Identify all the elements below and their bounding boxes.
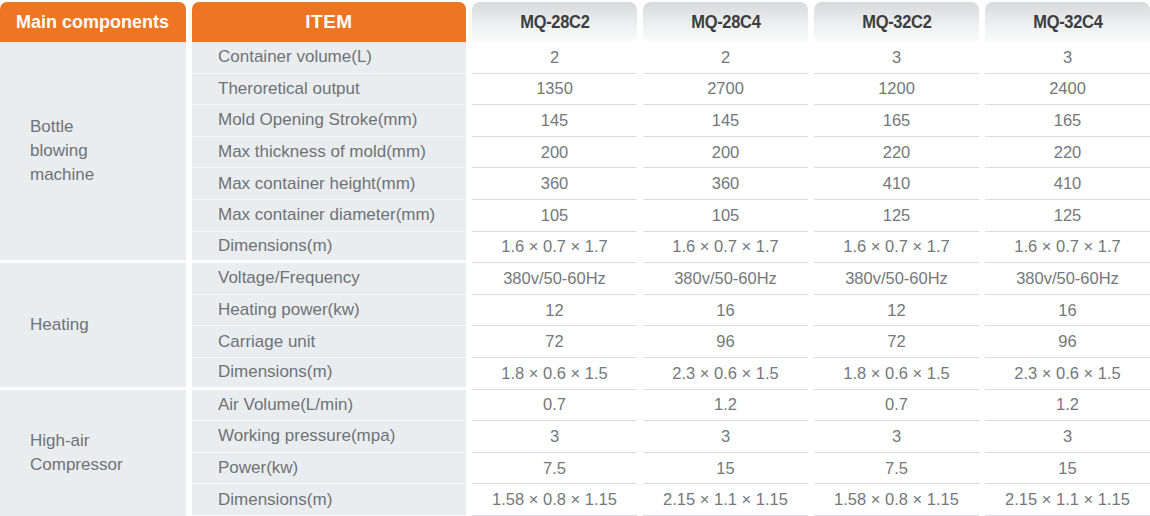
item-cell: Air Volume(L/min)	[192, 390, 466, 422]
item-cell: Dimensions(m)	[192, 358, 466, 390]
value-cell: 1.6 × 0.7 × 1.7	[985, 232, 1150, 264]
value-cell: 1.2	[643, 390, 808, 422]
value-cell: 1.6 × 0.7 × 1.7	[472, 232, 637, 264]
value-cell: 220	[814, 137, 979, 169]
value-cell: 12	[472, 295, 637, 327]
value-cell: 96	[643, 326, 808, 358]
model-header-label: MQ-32C4	[1033, 12, 1102, 33]
item-cell: Heating power(kw)	[192, 295, 466, 327]
group-label: Heating	[30, 313, 89, 337]
item-cell: Theroretical output	[192, 74, 466, 106]
value-cell: 3	[985, 42, 1150, 74]
value-cell: 220	[985, 137, 1150, 169]
value-cell: 12	[814, 295, 979, 327]
value-cell: 15	[985, 453, 1150, 485]
value-cell: 2	[643, 42, 808, 74]
model-header-label: MQ-32C2	[862, 12, 931, 33]
value-cell: 410	[814, 168, 979, 200]
value-cell: 2400	[985, 74, 1150, 106]
item-cell: Mold Opening Stroke(mm)	[192, 105, 466, 137]
value-cell: 96	[985, 326, 1150, 358]
item-cell: Container volume(L)	[192, 42, 466, 74]
item-cell: Power(kw)	[192, 453, 466, 485]
value-cell: 2.15 × 1.1 × 1.15	[643, 484, 808, 516]
value-cell: 380v/50-60Hz	[985, 263, 1150, 295]
value-cell: 3	[643, 421, 808, 453]
value-cell: 1.58 × 0.8 × 1.15	[814, 484, 979, 516]
value-cell: 3	[472, 421, 637, 453]
value-cell: 125	[814, 200, 979, 232]
value-cell: 3	[814, 421, 979, 453]
value-cell: 2700	[643, 74, 808, 106]
item-cell: Dimensions(m)	[192, 232, 466, 264]
main-components-header: Main components	[0, 2, 186, 42]
value-cell: 1.2	[985, 390, 1150, 422]
item-cell: Dimensions(m)	[192, 484, 466, 516]
item-cell: Voltage/Frequency	[192, 263, 466, 295]
value-cell: 2.3 × 0.6 × 1.5	[985, 358, 1150, 390]
value-cell: 72	[814, 326, 979, 358]
value-cell: 380v/50-60Hz	[814, 263, 979, 295]
value-cell: 145	[643, 105, 808, 137]
group-cell: Bottle blowing machine	[0, 42, 186, 263]
value-cell: 3	[985, 421, 1150, 453]
value-cell: 72	[472, 326, 637, 358]
value-cell: 380v/50-60Hz	[643, 263, 808, 295]
item-cell: Max container height(mm)	[192, 168, 466, 200]
machine-spec-table: Main components ITEM MQ-28C2 MQ-28C4 MQ-…	[0, 0, 1150, 516]
value-cell: 1.6 × 0.7 × 1.7	[643, 232, 808, 264]
value-cell: 1.6 × 0.7 × 1.7	[814, 232, 979, 264]
value-cell: 380v/50-60Hz	[472, 263, 637, 295]
value-cell: 145	[472, 105, 637, 137]
value-cell: 0.7	[814, 390, 979, 422]
value-cell: 3	[814, 42, 979, 74]
value-cell: 1.8 × 0.6 × 1.5	[814, 358, 979, 390]
group-label: High-air Compressor	[30, 429, 130, 477]
value-cell: 165	[814, 105, 979, 137]
value-cell: 15	[643, 453, 808, 485]
group-cell: Heating	[0, 263, 186, 389]
group-label: Bottle blowing machine	[30, 115, 130, 187]
item-cell: Max thickness of mold(mm)	[192, 137, 466, 169]
model-header-mq-28c4: MQ-28C4	[643, 2, 808, 42]
value-cell: 1.8 × 0.6 × 1.5	[472, 358, 637, 390]
value-cell: 7.5	[814, 453, 979, 485]
item-column-header: ITEM	[192, 2, 466, 42]
value-cell: 2.15 × 1.1 × 1.15	[985, 484, 1150, 516]
model-header-label: MQ-28C4	[691, 12, 760, 33]
value-cell: 2	[472, 42, 637, 74]
value-cell: 360	[643, 168, 808, 200]
value-cell: 105	[643, 200, 808, 232]
value-cell: 105	[472, 200, 637, 232]
item-cell: Working pressure(mpa)	[192, 421, 466, 453]
value-cell: 125	[985, 200, 1150, 232]
group-cell: High-air Compressor	[0, 390, 186, 516]
model-header-label: MQ-28C2	[520, 12, 589, 33]
value-cell: 16	[643, 295, 808, 327]
item-cell: Max container diameter(mm)	[192, 200, 466, 232]
value-cell: 2.3 × 0.6 × 1.5	[643, 358, 808, 390]
value-cell: 7.5	[472, 453, 637, 485]
model-header-mq-32c2: MQ-32C2	[814, 2, 979, 42]
value-cell: 200	[643, 137, 808, 169]
value-cell: 1350	[472, 74, 637, 106]
item-cell: Carriage unit	[192, 326, 466, 358]
value-cell: 1.58 × 0.8 × 1.15	[472, 484, 637, 516]
model-header-mq-32c4: MQ-32C4	[985, 2, 1150, 42]
value-cell: 1200	[814, 74, 979, 106]
value-cell: 16	[985, 295, 1150, 327]
value-cell: 360	[472, 168, 637, 200]
value-cell: 410	[985, 168, 1150, 200]
model-header-mq-28c2: MQ-28C2	[472, 2, 637, 42]
value-cell: 165	[985, 105, 1150, 137]
value-cell: 0.7	[472, 390, 637, 422]
value-cell: 200	[472, 137, 637, 169]
